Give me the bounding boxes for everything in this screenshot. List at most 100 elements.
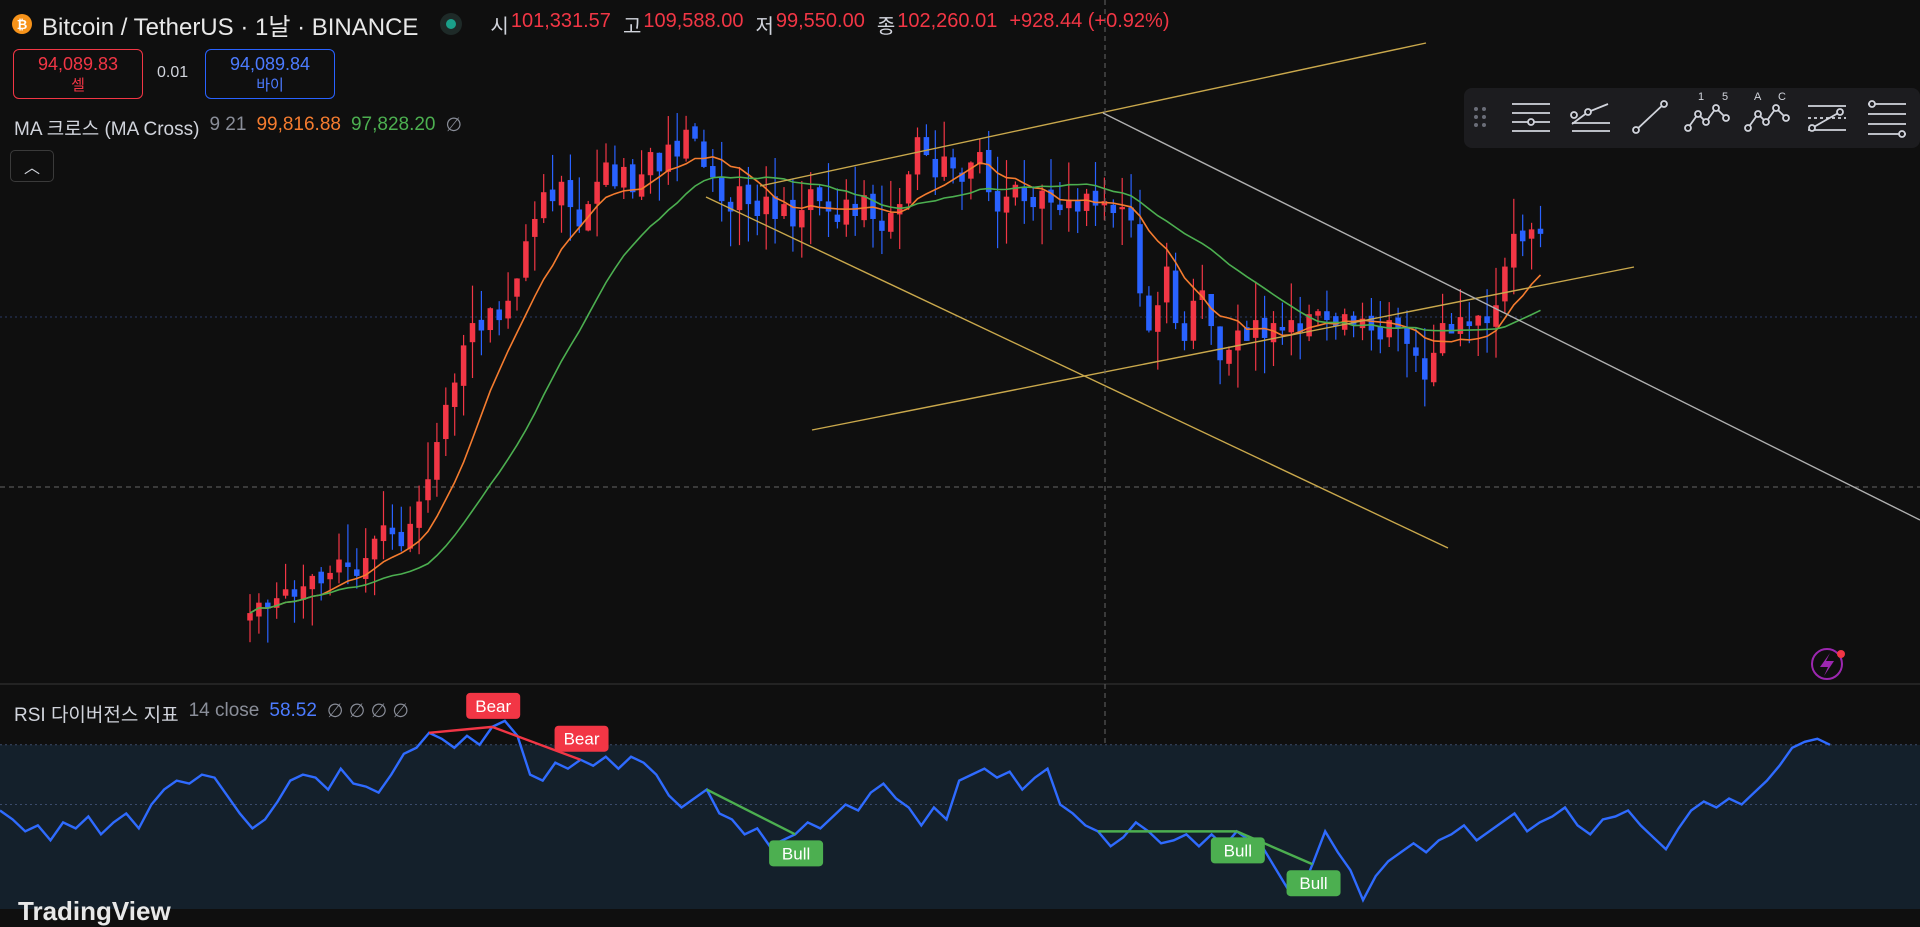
high-label: 고 [622,15,642,38]
candle-body [567,180,574,208]
spread-value: 0.01 [157,64,189,81]
rsi-legend[interactable]: RSI 다이버전스 지표 14 close 58.52 ∅ ∅ ∅ ∅ [14,700,409,727]
drag-handle-icon[interactable] [1474,107,1486,127]
impulse-label-1: 1 [1698,91,1704,103]
candle-body [879,220,885,231]
candle-body [505,300,511,319]
collapse-legend-button[interactable]: ︿ [10,150,54,182]
candle-body [985,149,992,193]
candle-body [888,213,894,232]
abcd-pattern-icon[interactable]: A C [1744,91,1790,132]
elliott-impulse-icon[interactable]: 1 5 [1684,91,1730,132]
candle-body [1199,290,1206,300]
buy-button[interactable]: 94,089.84 바이 [205,49,335,99]
candle-body [896,204,903,215]
candle-body [594,181,600,204]
candle-body [629,164,636,193]
candle-body [1163,266,1170,303]
fib-retracement-icon[interactable] [1868,100,1906,138]
rsi-pane [0,744,1920,909]
candle-body [763,196,769,215]
candle-body [1119,207,1125,210]
divergence-label: Bull [1224,841,1252,860]
candle-body [799,210,805,228]
candle-body [1350,315,1357,325]
candle-body [247,613,253,621]
bitcoin-coin-icon: ₿ [12,14,32,34]
candle-body [354,569,360,576]
divergence-label: Bull [1299,874,1327,893]
candle-body [1457,317,1464,334]
candle-body [994,191,1001,212]
candle-body [1484,316,1490,324]
sell-button[interactable]: 94,089.83 셀 [13,49,143,99]
candle-body [683,129,689,159]
candle-body [1377,327,1384,340]
low-value: 99,550.00 [775,9,865,32]
fib-channel-icon[interactable] [1808,105,1846,132]
lightning-icon [1820,653,1834,676]
resistance-trend-line [1102,112,1920,521]
candle-body [1315,311,1321,316]
candle-body [1181,323,1188,341]
market-open-icon [440,13,463,35]
candle-body [718,176,725,202]
rsi-params: 14 close [188,700,260,721]
candle-body [1404,328,1410,344]
candles [247,113,1544,643]
candle-body [443,404,449,440]
candle-body [265,602,271,609]
candle-body [1430,352,1437,383]
candle-body [834,214,841,222]
candle-body [905,174,912,204]
candle-body [923,137,930,156]
candle-body [309,575,316,590]
symbol-title[interactable]: Bitcoin / TetherUS · 1날 · BINANCE [42,13,419,41]
candle-body [1493,305,1499,327]
candle-body [736,186,743,211]
divergence-marks: Bear Bear Bull Bull Bull [428,692,1341,897]
candle-body [968,162,974,179]
candle-body [469,323,476,343]
channel-median-line [705,196,1449,549]
candle-body [754,200,761,216]
divergence-label-box [466,692,521,719]
candle-body [389,527,396,535]
open-label: 시 [490,15,509,38]
polyline-icon[interactable] [1570,103,1610,132]
candle-body [549,189,556,202]
candle-body [327,572,333,580]
candle-body [1190,300,1197,341]
abcd-label-a: A [1754,91,1762,103]
candle-body [380,525,387,542]
trend-line-icon[interactable] [1632,100,1668,134]
sell-price: 94,089.83 [37,54,119,74]
candle-body [300,586,307,600]
candle-body [371,538,378,560]
alert-icon[interactable] [1811,648,1845,680]
price-grid [0,316,1920,685]
ma-cross-legend[interactable]: MA 크로스 (MA Cross) 9 21 99,816.88 97,828.… [14,114,462,141]
trend-drawings[interactable] [705,42,1920,549]
horizontal-lines-icon[interactable] [1512,103,1550,132]
candle-body [1502,266,1508,302]
candle-body [1413,347,1419,356]
candle-body [256,602,262,617]
ma-params: 9 21 [209,114,247,135]
candle-body [1466,321,1473,327]
candle-body [1066,199,1072,209]
candle-body [1137,224,1143,294]
candle-body [772,196,778,219]
candle-body [291,589,298,597]
candle-body [1146,295,1152,331]
tradingview-watermark: TradingView [18,896,171,926]
candle-body [1074,201,1081,212]
candle-body [1172,270,1179,324]
candle-body [318,571,324,584]
candle-body [781,204,787,217]
ohlc-values: 시 101,331.57 고 109,588.00 저 99,550.00 종 102,… [490,10,1179,39]
candle-body [416,501,422,528]
rsi-value: 58.52 [269,700,317,721]
ma-slow-value: 97,828.20 [350,114,436,135]
